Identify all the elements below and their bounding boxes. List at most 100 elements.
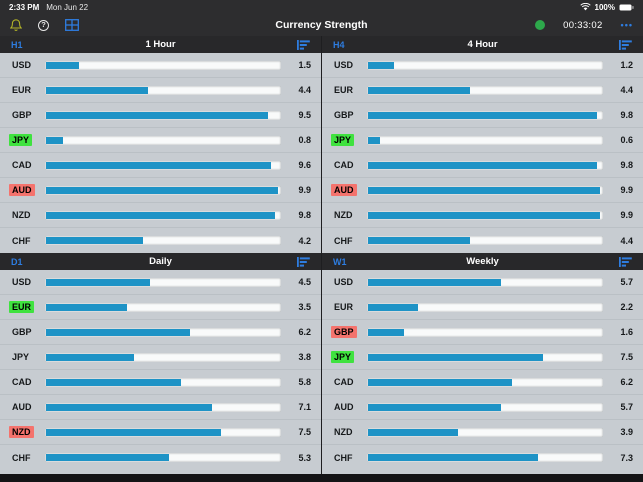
timeframe-code[interactable]: W1 [333, 256, 347, 267]
sort-icon[interactable] [297, 39, 310, 50]
strength-bar [45, 185, 281, 195]
currency-row[interactable]: CAD 9.8 [322, 153, 643, 178]
strength-value: 9.9 [620, 210, 633, 220]
currency-row[interactable]: NZD 7.5 [0, 420, 321, 445]
strength-bar-fill [46, 454, 170, 461]
currency-row[interactable]: NZD 9.8 [0, 203, 321, 228]
currency-row[interactable]: NZD 9.9 [322, 203, 643, 228]
currency-row[interactable]: GBP 6.2 [0, 320, 321, 345]
panel-header: H4 4 Hour [322, 36, 643, 53]
currency-row[interactable]: AUD 9.9 [322, 178, 643, 203]
currency-label: AUD [334, 402, 354, 412]
strength-bar-fill [368, 353, 543, 361]
currency-label: CAD [334, 160, 354, 170]
currency-row[interactable]: CHF 4.2 [0, 228, 321, 253]
currency-row[interactable]: GBP 9.8 [322, 103, 643, 128]
strength-bar [45, 327, 281, 337]
strength-bar-fill [368, 378, 513, 386]
sort-icon[interactable] [297, 256, 310, 267]
currency-row[interactable]: EUR 2.2 [322, 295, 643, 320]
currency-row[interactable]: JPY 0.6 [322, 128, 643, 153]
currency-label: EUR [334, 85, 354, 95]
layout-grid-icon[interactable] [65, 19, 79, 31]
wifi-icon [579, 3, 591, 11]
help-icon[interactable]: ? [38, 19, 49, 31]
currency-row[interactable]: CHF 4.4 [322, 228, 643, 253]
currency-row[interactable]: CAD 9.6 [0, 153, 321, 178]
timeframe-code[interactable]: D1 [11, 256, 23, 267]
currency-row[interactable]: EUR 4.4 [0, 78, 321, 103]
panel-header: H1 1 Hour [0, 36, 321, 53]
currency-row[interactable]: USD 1.2 [322, 53, 643, 78]
timeframe-code[interactable]: H1 [11, 39, 23, 50]
strength-bar [367, 327, 603, 337]
currency-label: USD [12, 277, 32, 287]
strength-bar-fill [368, 111, 598, 119]
strength-bar-fill [46, 328, 191, 336]
strength-bar [45, 160, 281, 170]
currency-label: GBP [331, 326, 363, 338]
currency-label: CHF [12, 452, 31, 463]
strength-bar [367, 302, 603, 312]
alerts-bell-icon[interactable] [10, 18, 22, 32]
currency-row[interactable]: AUD 5.7 [322, 395, 643, 420]
currency-label: AUD [9, 184, 41, 196]
strength-bar [45, 453, 281, 462]
strength-bar [45, 377, 281, 387]
currency-row[interactable]: NZD 3.9 [322, 420, 643, 445]
currency-label: JPY [331, 134, 363, 146]
currency-row[interactable]: CHF 5.3 [0, 445, 321, 470]
currency-row[interactable]: GBP 9.5 [0, 103, 321, 128]
strength-value: 4.2 [298, 235, 311, 246]
currency-row[interactable]: USD 4.5 [0, 270, 321, 295]
more-options-icon[interactable]: ••• [620, 20, 633, 30]
currency-row[interactable]: EUR 3.5 [0, 295, 321, 320]
strength-bar [367, 135, 603, 145]
currency-label: CHF [12, 235, 31, 246]
strength-bar-fill [368, 403, 501, 411]
panel-header: W1 Weekly [322, 253, 643, 270]
strength-bar-fill [46, 403, 212, 411]
session-timer: 00:33:02 [563, 19, 603, 31]
strength-value: 9.9 [298, 185, 311, 195]
currency-label: JPY [331, 351, 363, 363]
currency-row[interactable]: USD 5.7 [322, 270, 643, 295]
currency-label: CHF [334, 235, 353, 246]
currency-row[interactable]: USD 1.5 [0, 53, 321, 78]
currency-row[interactable]: JPY 7.5 [322, 345, 643, 370]
currency-row[interactable]: JPY 3.8 [0, 345, 321, 370]
currency-row[interactable]: EUR 4.4 [322, 78, 643, 103]
panel-title: Daily [149, 256, 172, 267]
currency-label: JPY [9, 134, 41, 146]
strength-bar [45, 352, 281, 362]
sort-icon[interactable] [619, 256, 632, 267]
strength-bar-fill [368, 237, 470, 244]
currency-row[interactable]: AUD 9.9 [0, 178, 321, 203]
status-bar: 2:33 PM Mon Jun 22 100% [0, 0, 643, 14]
panel-title: 1 Hour [145, 39, 176, 50]
currency-row[interactable]: CHF 7.3 [322, 445, 643, 470]
strength-value: 2.2 [620, 302, 633, 312]
currency-row[interactable]: CAD 6.2 [322, 370, 643, 395]
strength-value: 3.5 [298, 302, 311, 312]
strength-bar [45, 402, 281, 412]
strength-value: 9.8 [620, 110, 633, 120]
strength-value: 7.5 [298, 427, 311, 437]
sort-icon[interactable] [619, 39, 632, 50]
strength-value: 0.8 [298, 135, 311, 145]
panel-title: 4 Hour [467, 39, 498, 50]
currency-row[interactable]: GBP 1.6 [322, 320, 643, 345]
currency-row[interactable]: AUD 7.1 [0, 395, 321, 420]
currency-row[interactable]: CAD 5.8 [0, 370, 321, 395]
strength-value: 1.2 [620, 60, 633, 70]
strength-bar-fill [46, 237, 144, 244]
currency-label: AUD [12, 402, 32, 412]
currency-row[interactable]: JPY 0.8 [0, 128, 321, 153]
panel-title: Weekly [466, 256, 499, 267]
currency-label: CHF [334, 452, 353, 463]
strength-value: 4.4 [298, 85, 311, 95]
timeframe-code[interactable]: H4 [333, 39, 345, 50]
strength-value: 0.6 [620, 135, 633, 145]
currency-label: GBP [12, 327, 32, 337]
